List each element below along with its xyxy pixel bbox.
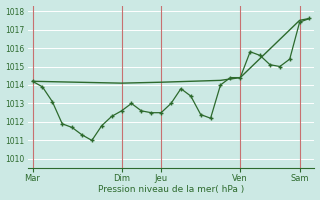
X-axis label: Pression niveau de la mer( hPa ): Pression niveau de la mer( hPa ): [98, 185, 244, 194]
